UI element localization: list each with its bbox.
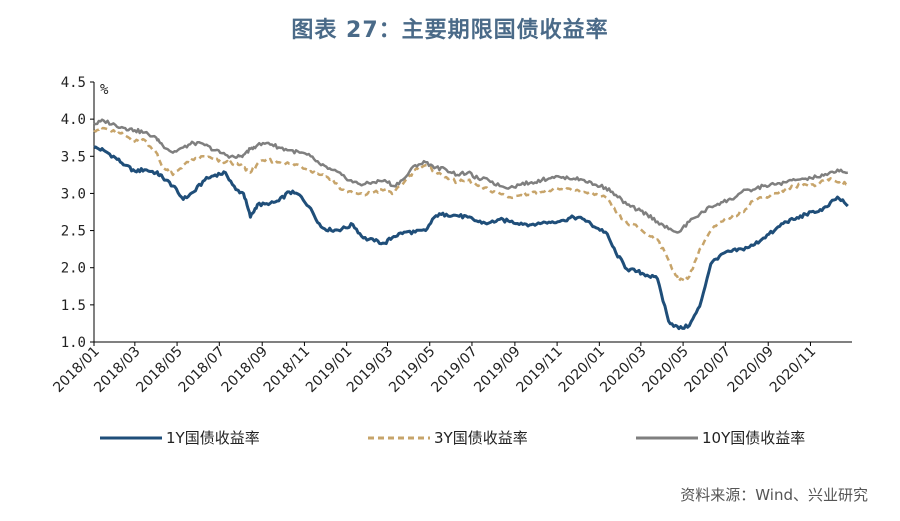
source-note: 资料来源：Wind、兴业研究 xyxy=(680,486,868,504)
y-tick-label: 1.5 xyxy=(61,298,86,314)
axes-layer: 1.01.52.02.53.03.54.04.5 %2018/012018/032… xyxy=(50,75,852,396)
y-axis-unit: % xyxy=(100,82,109,98)
series-line-2 xyxy=(93,125,848,283)
x-tick-label: 2018/07 xyxy=(176,344,228,396)
legend-layer: 1Y国债收益率 3Y国债收益率 10Y国债收益率 xyxy=(100,429,805,447)
series-line-3 xyxy=(93,118,849,234)
x-tick-label: 2019/07 xyxy=(428,344,480,396)
y-tick-label: 1.0 xyxy=(61,335,86,351)
x-tick-label: 2020/07 xyxy=(682,344,734,396)
legend-label-2: 3Y国债收益率 xyxy=(434,429,528,447)
series-layer xyxy=(93,118,849,331)
legend-label-3: 10Y国债收益率 xyxy=(702,429,805,447)
y-tick-label: 2.5 xyxy=(61,224,86,240)
legend-label-1: 1Y国债收益率 xyxy=(166,429,260,447)
y-tick-label: 4.5 xyxy=(61,75,86,91)
series-line-1 xyxy=(93,145,849,331)
chart-title: 图表 27：主要期限国债收益率 xyxy=(291,18,609,43)
y-tick-label: 2.0 xyxy=(61,261,86,277)
y-tick-label: 3.5 xyxy=(61,149,86,165)
y-tick-label: 3.0 xyxy=(61,186,86,202)
y-tick-label: 4.0 xyxy=(61,112,86,128)
x-tick-label: 2020/11 xyxy=(767,344,819,396)
